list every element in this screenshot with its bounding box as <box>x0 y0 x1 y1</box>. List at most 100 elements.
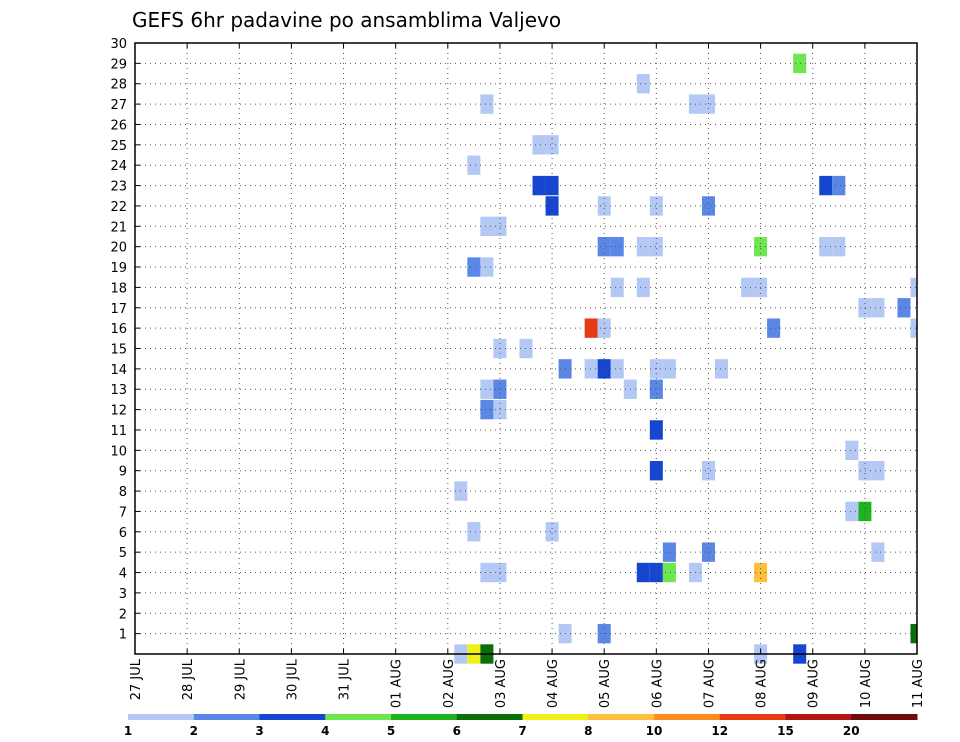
y-axis: 1234567891011121314151617181920212223242… <box>110 37 140 643</box>
y-tick-label: 12 <box>110 404 127 419</box>
precip-cell <box>545 522 559 542</box>
y-tick-label: 4 <box>119 567 127 582</box>
precip-cell <box>597 196 611 216</box>
colorbar-swatch <box>456 714 523 720</box>
precip-cell <box>493 399 507 420</box>
colorbar-label: 6 <box>453 724 461 738</box>
colorbar-label: 4 <box>321 724 329 738</box>
precip-cell <box>636 562 650 583</box>
y-tick-label: 30 <box>110 37 127 52</box>
y-tick-label: 3 <box>119 587 127 602</box>
x-axis: 27 JUL 28 JUL 29 JUL 30 JUL 31 JUL 01 AUG 02 A… <box>129 43 926 708</box>
precip-cell <box>858 501 872 522</box>
y-tick-label: 13 <box>110 383 127 398</box>
y-tick-label: 21 <box>110 220 127 235</box>
precip-cell <box>701 196 715 216</box>
colorbar-label: 10 <box>646 724 663 738</box>
y-tick-label: 1 <box>119 628 127 643</box>
precip-cell <box>480 562 494 583</box>
precip-cell <box>532 135 546 155</box>
colorbar-label: 3 <box>255 724 263 738</box>
precip-cell <box>532 175 546 196</box>
precip-cell <box>480 399 494 420</box>
y-tick-label: 10 <box>110 444 127 459</box>
precip-cell <box>845 501 859 522</box>
colorbar-label: 15 <box>777 724 794 738</box>
x-tick-label: 31 JUL <box>338 658 353 700</box>
x-tick-label: 01 AUG <box>390 659 405 708</box>
x-tick-label: 08 AUG <box>755 659 770 708</box>
y-tick-label: 6 <box>119 526 127 541</box>
precip-cell <box>649 196 663 216</box>
precip-cell <box>858 461 872 481</box>
x-tick-label: 05 AUG <box>598 659 613 708</box>
precip-cell <box>910 318 917 338</box>
colorbar-label: 1 <box>124 724 132 738</box>
grid-lines <box>134 42 918 654</box>
precip-cell <box>467 257 481 277</box>
precip-cell <box>480 257 494 277</box>
colorbar-swatch <box>588 714 655 720</box>
precip-cell <box>649 420 663 440</box>
precip-cell <box>662 359 676 379</box>
x-tick-label: 27 JUL <box>129 658 144 700</box>
precip-cell <box>649 236 663 257</box>
precip-cell <box>545 175 559 196</box>
y-tick-label: 16 <box>110 322 127 337</box>
precip-cell <box>610 277 624 298</box>
y-tick-label: 5 <box>119 546 127 561</box>
y-tick-label: 11 <box>110 424 127 439</box>
precip-cell <box>741 277 755 298</box>
y-tick-label: 22 <box>110 200 127 215</box>
y-tick-label: 17 <box>110 302 127 317</box>
precip-cell <box>701 542 715 562</box>
colorbar-swatch <box>719 714 786 720</box>
y-tick-label: 20 <box>110 241 127 256</box>
colorbar-label: 5 <box>387 724 395 738</box>
x-tick-label: 04 AUG <box>546 659 561 708</box>
colorbar-swatch <box>128 714 195 720</box>
precip-cell <box>493 562 507 583</box>
y-tick-label: 9 <box>119 465 127 480</box>
x-tick-label: 09 AUG <box>807 659 822 708</box>
precip-cell <box>871 542 885 562</box>
precip-cell <box>467 522 481 542</box>
y-tick-label: 23 <box>110 180 127 195</box>
precip-cell <box>584 359 598 379</box>
colorbar-swatch <box>654 714 721 720</box>
precip-cell <box>714 359 729 379</box>
precip-cell <box>636 236 650 257</box>
colorbar-label: 8 <box>584 724 592 738</box>
y-tick-label: 18 <box>110 281 127 296</box>
y-tick-label: 26 <box>110 118 127 133</box>
x-tick-label: 10 AUG <box>859 659 874 708</box>
colorbar-label: 12 <box>711 724 728 738</box>
precip-cell <box>793 53 807 74</box>
colorbar-label: 20 <box>843 724 860 738</box>
y-tick-label: 29 <box>110 57 127 72</box>
precip-cell <box>467 155 481 175</box>
y-tick-label: 7 <box>119 505 127 520</box>
colorbar-swatch <box>391 714 458 720</box>
y-tick-label: 19 <box>110 261 127 276</box>
x-tick-label: 29 JUL <box>233 658 248 700</box>
precip-cell <box>480 216 494 236</box>
precip-cell <box>636 74 650 94</box>
precip-cells <box>454 53 917 664</box>
precip-cell <box>910 623 917 644</box>
colorbar-swatch <box>325 714 392 720</box>
precip-cell <box>597 236 611 257</box>
precip-cell <box>662 562 676 583</box>
x-tick-label: 06 AUG <box>650 659 665 708</box>
y-tick-label: 28 <box>110 78 127 93</box>
colorbar-swatch <box>259 714 326 720</box>
precip-cell <box>584 318 598 338</box>
y-tick-label: 15 <box>110 343 127 358</box>
colorbar-swatch <box>193 714 260 720</box>
precip-cell <box>649 562 663 583</box>
y-tick-label: 25 <box>110 139 127 154</box>
y-tick-label: 14 <box>110 363 127 378</box>
colorbar-label: 7 <box>518 724 526 738</box>
precip-cell <box>662 542 676 562</box>
